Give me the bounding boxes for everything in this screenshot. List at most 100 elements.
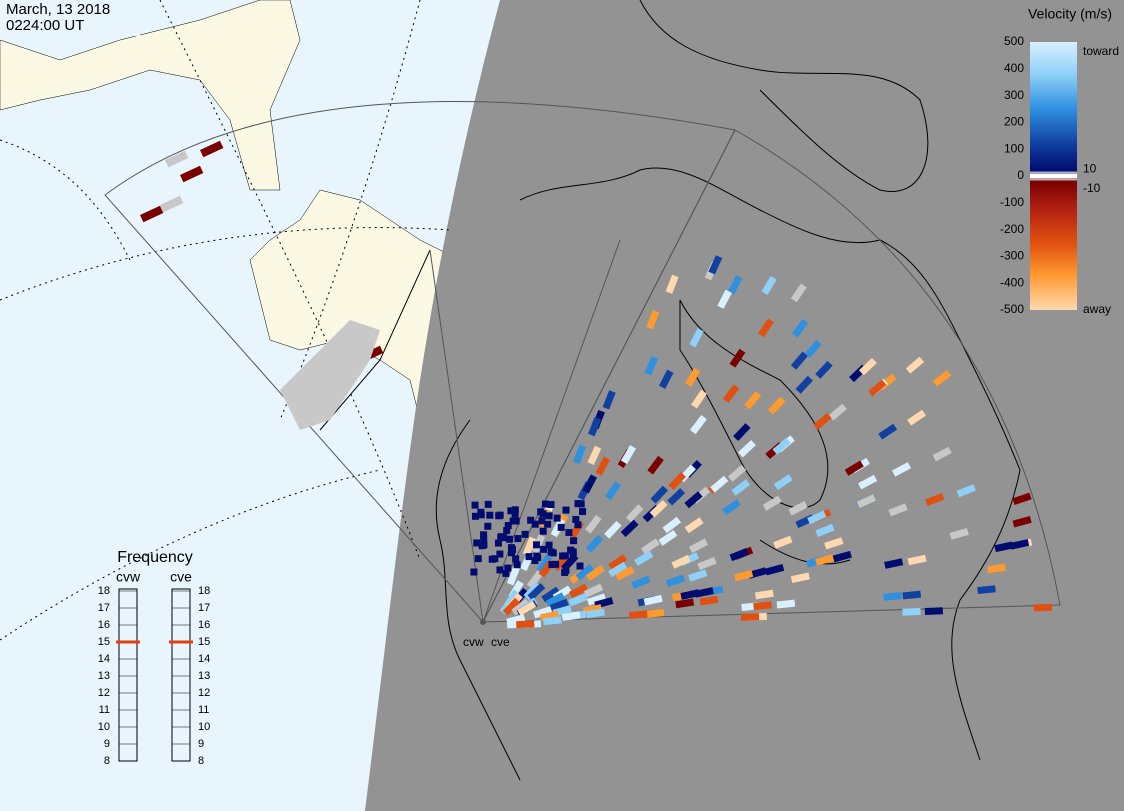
tick-label: -300 — [1000, 249, 1024, 263]
velocity-cell — [788, 501, 808, 516]
velocity-cell — [533, 606, 553, 619]
velocity-cell — [587, 445, 602, 466]
velocity-cell — [888, 503, 908, 517]
velocity-cell — [527, 582, 546, 601]
velocity-cell — [815, 360, 833, 379]
tick-label: -10 — [1083, 181, 1101, 195]
velocity-cell — [907, 409, 927, 426]
velocity-cell — [1012, 515, 1032, 528]
velocity-cell — [647, 455, 664, 475]
velocity-cell — [474, 555, 482, 563]
velocity-cell — [543, 616, 562, 626]
velocity-cell — [684, 517, 704, 534]
velocity-cell — [761, 275, 777, 295]
velocity-cell — [484, 500, 492, 508]
velocity-cell — [675, 598, 695, 609]
velocity-cell — [531, 520, 539, 528]
radar-label: cve — [491, 635, 510, 649]
velocity-cell — [815, 523, 835, 537]
velocity-cells — [140, 140, 1053, 629]
velocity-ticks: 500400300200100100-10-100-200-300-400-50… — [1000, 34, 1101, 316]
velocity-cell — [758, 318, 774, 338]
velocity-cell — [570, 537, 578, 545]
velocity-cell — [545, 512, 553, 520]
velocity-cell — [511, 506, 519, 514]
tick-label: 18 — [198, 585, 210, 597]
velocity-cell — [744, 391, 762, 410]
velocity-cell — [753, 601, 772, 611]
velocity-cell — [667, 488, 686, 506]
velocity-cell — [832, 550, 852, 563]
coastlines — [319, 0, 1021, 781]
velocity-cell — [522, 536, 536, 556]
velocity-cell — [856, 494, 876, 509]
velocity-cell — [844, 460, 864, 476]
velocity-cell — [790, 283, 807, 303]
velocity-cell — [773, 535, 793, 549]
velocity-cell — [691, 389, 707, 409]
tick-label: -200 — [1000, 222, 1024, 236]
velocity-cell — [804, 339, 822, 359]
tick-label: 300 — [1004, 88, 1024, 102]
velocity-cell — [634, 550, 654, 566]
velocity-cell — [574, 521, 582, 529]
velocity-cell — [502, 569, 510, 577]
tick-label: 10 — [198, 721, 210, 733]
velocity-cell — [521, 530, 529, 538]
velocity-cell — [516, 620, 535, 629]
velocity-cell — [727, 275, 743, 295]
velocity-cell — [790, 351, 808, 370]
velocity-cell — [902, 607, 921, 616]
velocity-cell — [740, 613, 760, 621]
velocity-cell — [513, 561, 521, 569]
velocity-cell — [649, 499, 668, 518]
velocity-cell — [486, 511, 494, 519]
velocity-cell — [956, 484, 976, 498]
velocity-cell — [588, 416, 602, 437]
velocity-cell — [868, 379, 887, 397]
velocity-cell — [762, 495, 782, 511]
tick-label: 100 — [1004, 141, 1024, 155]
velocity-cell — [605, 481, 621, 501]
velocity-cell — [902, 590, 922, 600]
tick-label: -400 — [1000, 275, 1024, 289]
velocity-cell — [585, 514, 602, 534]
tick-label: 10 — [98, 721, 110, 733]
velocity-cell — [727, 464, 747, 482]
velocity-cell — [699, 595, 719, 606]
tick-label: 13 — [198, 670, 210, 682]
velocity-cell — [477, 508, 485, 516]
time: 0224:00 UT — [6, 17, 84, 34]
radar-name: cve — [170, 569, 192, 585]
velocity-cell — [552, 560, 560, 568]
velocity-cell — [480, 534, 488, 542]
velocity-cell — [549, 549, 557, 557]
velocity-cell — [620, 445, 637, 465]
velocity-cell — [620, 519, 639, 538]
velocity-cell — [658, 369, 674, 389]
velocity-cell — [690, 415, 707, 434]
tick-label: 15 — [198, 636, 210, 648]
tick-label: 12 — [98, 687, 110, 699]
velocity-cell — [815, 554, 835, 566]
velocity-cell — [470, 568, 478, 576]
velocity-cell — [658, 529, 678, 546]
velocity-cell — [772, 437, 791, 455]
tick-label: 8 — [104, 755, 110, 767]
velocity-cell — [932, 446, 952, 462]
velocity-cell — [568, 583, 589, 599]
tick-label: 11 — [99, 704, 110, 716]
velocity-cell — [685, 367, 701, 387]
velocity-cell — [512, 555, 520, 563]
velocity-cell — [629, 610, 648, 620]
velocity-cell — [697, 557, 717, 571]
tick-label: 18 — [98, 585, 110, 597]
velocity-cell — [1010, 539, 1030, 550]
frequency-title: Frequency — [117, 549, 193, 566]
velocity-cell — [878, 423, 898, 440]
velocity-cell — [1033, 603, 1053, 612]
grid-lines — [0, 0, 451, 641]
velocity-cell — [541, 500, 549, 508]
velocity-cell — [478, 542, 486, 550]
